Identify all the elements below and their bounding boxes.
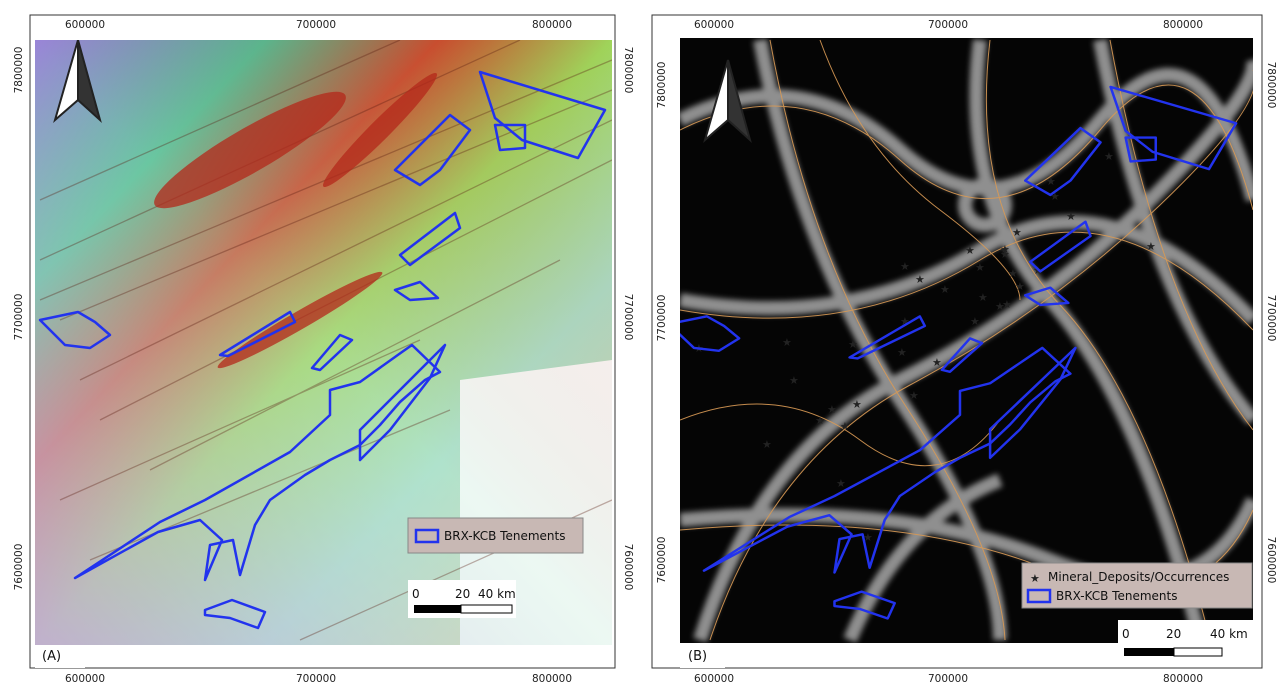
svg-text:★: ★ [970,315,980,328]
coordinate-label: 600000 [65,19,105,31]
svg-text:★: ★ [1146,240,1156,253]
svg-text:★: ★ [995,300,1005,313]
svg-text:★: ★ [978,291,988,304]
coordinate-label: 7600000 [13,544,25,591]
panel-label: (A) [42,649,61,664]
svg-text:★: ★ [909,389,919,402]
legend-label: BRX-KCB Tenements [1056,589,1177,603]
svg-text:★: ★ [827,403,837,416]
coordinate-label: 7600000 [656,537,668,584]
coordinate-label: 600000 [65,673,105,685]
svg-text:★: ★ [1012,226,1022,239]
svg-text:★: ★ [1008,267,1018,280]
coordinate-label: 7800000 [13,47,25,94]
svg-text:★: ★ [789,374,799,387]
panel-b: ★★ ★ ★ ★ ★ ★★ ★ ★★ ★ ★★ ★ ★★ ★ ★★ ★ ★★ ★ ★★ ★ ★ ★★ … [651,14,1263,669]
coordinate-label: 800000 [1163,673,1203,685]
coordinate-label: 700000 [928,19,968,31]
svg-text:★: ★ [900,260,910,273]
legend-box [407,517,584,554]
svg-text:★: ★ [840,420,850,433]
coordinate-label: 7800000 [1265,62,1276,109]
svg-text:★: ★ [762,438,772,451]
svg-text:★: ★ [965,244,975,257]
coordinate-label: 800000 [1163,19,1203,31]
svg-text:★: ★ [900,315,910,328]
legend-label: Mineral_Deposits/Occurrences [1048,570,1229,584]
svg-text:★: ★ [940,283,950,296]
coordinate-label: 7600000 [622,544,634,591]
coordinate-label: 7700000 [622,294,634,341]
coordinate-label: 7700000 [13,294,25,341]
svg-text:★: ★ [1066,210,1076,223]
svg-text:★: ★ [863,531,873,544]
svg-text:★: ★ [848,338,858,351]
svg-text:★: ★ [897,346,907,359]
scale-label: 20 [1166,627,1181,641]
coordinate-label: 7600000 [1265,537,1276,584]
svg-text:★: ★ [1002,298,1012,311]
legend-box [1021,562,1253,609]
scale-label: 40 km [1210,627,1248,641]
coordinate-label: 7700000 [1265,295,1276,342]
svg-text:★: ★ [852,398,862,411]
coordinate-label: 7800000 [656,62,668,109]
svg-text:★: ★ [1000,248,1010,261]
coordinate-label: 700000 [296,673,336,685]
coordinate-label: 600000 [694,19,734,31]
svg-text:★: ★ [1015,280,1025,293]
svg-text:★: ★ [1046,175,1056,188]
svg-text:★: ★ [1104,150,1114,163]
svg-text:★: ★ [1000,243,1010,256]
svg-text:★: ★ [815,414,825,427]
scale-label: 20 [455,587,470,601]
svg-text:★: ★ [915,273,925,286]
coordinate-label: 600000 [694,673,734,685]
svg-text:★: ★ [1030,572,1040,585]
svg-text:★: ★ [975,261,985,274]
panel-label: (B) [688,649,707,664]
coordinate-labels: 600000 600000 700000 700000 800000 800000 7800… [13,19,1276,685]
coordinate-label: 800000 [532,19,572,31]
coordinate-label: 700000 [296,19,336,31]
legend-label: BRX-KCB Tenements [444,529,565,543]
coordinate-label: 700000 [928,673,968,685]
coordinate-label: 800000 [532,673,572,685]
svg-text:★: ★ [1050,190,1060,203]
coordinate-label: 7700000 [656,295,668,342]
scale-label: 0 [1122,627,1130,641]
coordinate-label: 7800000 [622,47,634,94]
svg-text:★: ★ [782,336,792,349]
scale-label: 40 km [478,587,516,601]
scale-label: 0 [412,587,420,601]
panel-a: (A) BRX-KCB Tenements 0 20 40 km [29,14,616,669]
svg-text:★: ★ [836,477,846,490]
svg-text:★: ★ [932,356,942,369]
